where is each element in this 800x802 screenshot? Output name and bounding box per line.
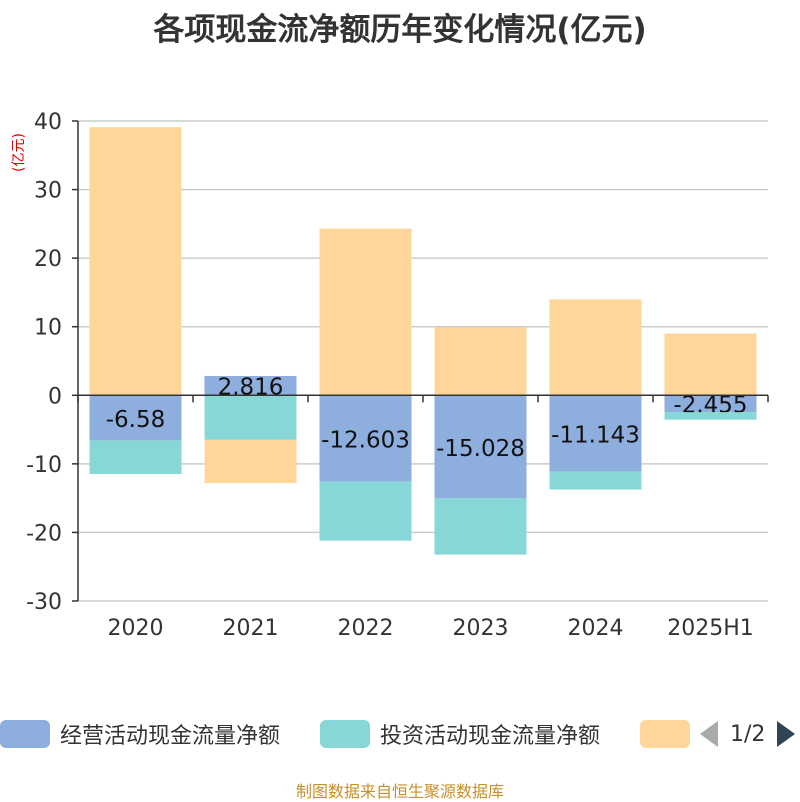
pager-next-icon[interactable] <box>777 721 796 747</box>
bar-segment-series-2 <box>319 228 412 396</box>
bar-segment-series-1 <box>664 412 757 420</box>
bar-segment-series-2 <box>664 333 757 396</box>
chart-title: 各项现金流净额历年变化情况(亿元) <box>153 12 647 48</box>
legend-pager: 1/2 <box>700 716 796 752</box>
bar-segment-series-0 <box>434 395 527 499</box>
y-tick-label: 30 <box>34 179 62 204</box>
y-tick-label: -30 <box>26 590 62 615</box>
bar-segment-series-2 <box>204 439 297 484</box>
data-label: -15.028 <box>436 436 525 462</box>
bar-segment-series-1 <box>319 481 412 541</box>
bar-segment-series-0 <box>549 395 642 472</box>
legend-label-operating: 经营活动现金流量净额 <box>60 724 281 749</box>
y-tick-label: 40 <box>34 110 62 135</box>
x-tick-label: 2022 <box>338 616 394 641</box>
pager-text: 1/2 <box>730 721 766 747</box>
bar-segment-series-0 <box>89 395 182 441</box>
bar-segment-series-2 <box>434 327 527 396</box>
legend-label-investing: 投资活动现金流量净额 <box>380 724 601 749</box>
x-tick-label: 2024 <box>568 616 624 641</box>
bar-segment-series-1 <box>549 471 642 490</box>
legend-swatch-financing <box>640 720 690 748</box>
y-tick-label: 10 <box>34 316 62 341</box>
x-tick-label: 2025H1 <box>667 616 754 641</box>
legend-item-financing[interactable] <box>640 716 700 752</box>
x-tick-label: 2020 <box>108 616 164 641</box>
data-label: -12.603 <box>321 427 410 453</box>
legend-item-operating[interactable]: 经营活动现金流量净额 <box>0 716 280 752</box>
data-label: -6.58 <box>106 407 166 433</box>
bar-segment-series-1 <box>434 498 527 555</box>
x-tick-label: 2021 <box>223 616 279 641</box>
y-tick-label: -10 <box>26 453 62 478</box>
data-label: -11.143 <box>551 422 640 448</box>
y-tick-label: 0 <box>48 384 62 409</box>
legend-item-investing[interactable]: 投资活动现金流量净额 <box>320 716 600 752</box>
bar-segment-series-2 <box>89 127 182 396</box>
legend: 经营活动现金流量净额 投资活动现金流量净额 <box>0 716 800 756</box>
y-tick-label: 20 <box>34 247 62 272</box>
pager-prev-icon[interactable] <box>700 721 718 747</box>
bar-segment-series-0 <box>319 395 412 482</box>
bar-segment-series-2 <box>549 299 642 396</box>
bar-segment-series-0 <box>204 375 297 396</box>
bar-segment-series-1 <box>89 440 182 475</box>
bar-segment-series-0 <box>664 395 757 413</box>
y-tick-label: -20 <box>26 521 62 546</box>
bar-segment-series-1 <box>204 395 297 440</box>
legend-swatch-investing <box>320 720 370 748</box>
x-tick-label: 2023 <box>453 616 509 641</box>
source-footer: 制图数据来自恒生聚源数据库 <box>295 782 504 801</box>
legend-swatch-operating <box>0 720 50 748</box>
